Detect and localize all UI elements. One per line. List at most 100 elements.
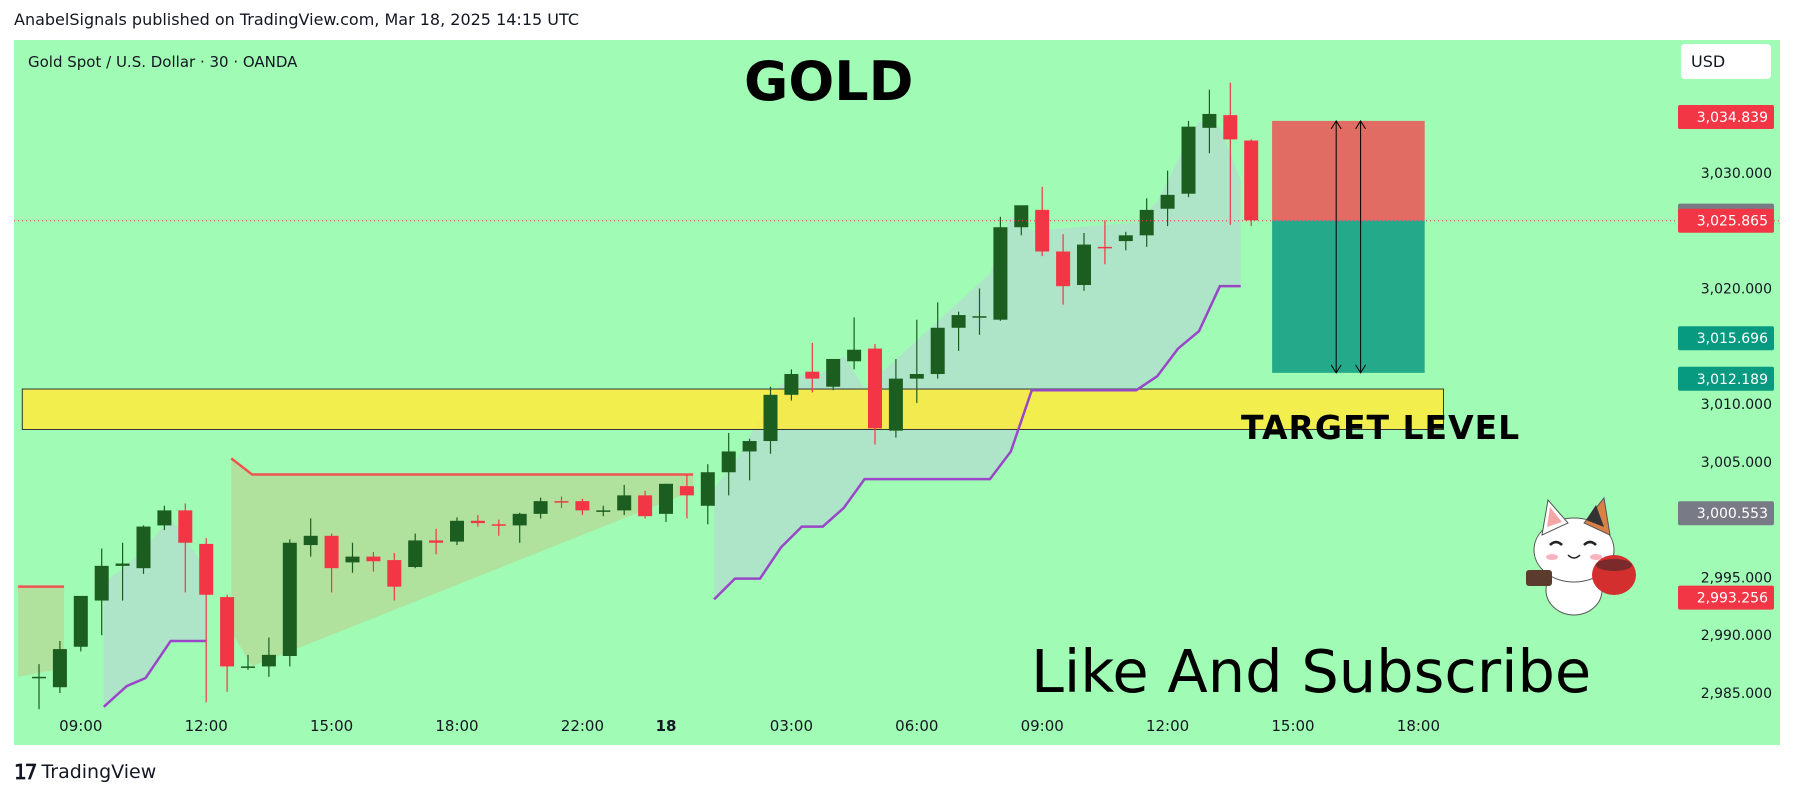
- time-tick-label: 12:00: [185, 717, 228, 735]
- candle: [1118, 231, 1133, 251]
- candle-body: [73, 595, 88, 647]
- time-tick-label: 09:00: [59, 717, 102, 735]
- candle: [951, 311, 966, 351]
- candle: [1097, 220, 1112, 265]
- candle: [679, 474, 694, 519]
- measure-arrow-head: [1355, 364, 1367, 374]
- price-badge: 2,993.256: [1678, 585, 1774, 610]
- candle-body: [345, 556, 360, 563]
- candle: [909, 319, 924, 403]
- candle: [512, 512, 527, 543]
- measure-arrow-head: [1330, 364, 1342, 374]
- candle: [303, 518, 318, 557]
- candle-body: [617, 495, 632, 511]
- candle: [178, 503, 193, 593]
- candle: [136, 525, 151, 574]
- time-tick-label: 03:00: [770, 717, 813, 735]
- candle-body: [1139, 209, 1154, 236]
- candle-body: [805, 371, 820, 379]
- candle: [659, 483, 673, 522]
- candle: [115, 542, 130, 601]
- candle-body: [972, 316, 987, 318]
- candle-body: [512, 513, 527, 526]
- candle-body: [261, 654, 276, 667]
- candle: [721, 432, 736, 496]
- candle: [868, 343, 882, 445]
- time-tick-label: 15:00: [1271, 717, 1314, 735]
- candle-body: [868, 348, 882, 429]
- candle: [157, 505, 172, 531]
- candle: [345, 542, 360, 573]
- candle-body: [659, 483, 673, 514]
- time-axis: 09:00 12:00 15:00 18:00 22:00 18 03:00 06:00 09:…: [59, 717, 1440, 735]
- candle-body: [638, 495, 653, 517]
- candle: [930, 302, 945, 379]
- candle-body: [1244, 140, 1259, 221]
- tradingview-logo-icon: 𝟣𝟩: [14, 760, 37, 784]
- candle-body: [136, 526, 151, 569]
- price-tick-label: 2,990.000: [1701, 628, 1772, 644]
- chart-area[interactable]: 3,030.000 3,020.000 3,010.000 3,005.000 2,99…: [14, 40, 1780, 745]
- candle-body: [324, 535, 339, 569]
- candle: [596, 505, 611, 517]
- candle-body: [930, 327, 945, 375]
- candle-body: [742, 441, 757, 452]
- candle-body: [1181, 126, 1196, 194]
- candle-body: [700, 472, 715, 506]
- candle: [1244, 139, 1259, 227]
- candle: [429, 528, 444, 555]
- candle: [324, 533, 339, 593]
- candle-body: [491, 524, 506, 526]
- indicator-line: [713, 284, 1241, 601]
- candle-body: [387, 560, 402, 587]
- price-tick-label: 2,995.000: [1701, 570, 1772, 586]
- candle-body: [408, 540, 423, 568]
- time-tick-label: 18:00: [1397, 717, 1440, 735]
- candle-body: [721, 451, 736, 473]
- candle: [1139, 198, 1154, 247]
- candle-body: [554, 501, 569, 503]
- candle-body: [94, 565, 109, 601]
- price-tick-label: 2,985.000: [1701, 686, 1772, 702]
- stop-loss-zone: [1272, 120, 1425, 221]
- currency-selector[interactable]: USD: [1681, 44, 1771, 79]
- price-badge: 3,034.839: [1678, 104, 1774, 129]
- candle: [470, 515, 485, 527]
- candle-body: [596, 510, 611, 512]
- time-tick-label: 18:00: [435, 717, 478, 735]
- footer-brand[interactable]: 𝟣𝟩 TradingView: [14, 760, 156, 784]
- price-badge-bg: [1678, 208, 1774, 233]
- target-zone: [21, 388, 1444, 430]
- like-subscribe-label: Like And Subscribe: [1031, 637, 1592, 706]
- price-badge-label: 3,034.839: [1697, 110, 1768, 126]
- position-tool-layer: [14, 119, 1780, 374]
- candle-body: [533, 501, 548, 514]
- candle: [763, 386, 778, 454]
- candle-body: [52, 649, 67, 688]
- price-tick-label: 3,030.000: [1701, 166, 1772, 182]
- candle-body: [303, 535, 318, 546]
- candle-body: [993, 227, 1008, 320]
- candle-body: [199, 543, 214, 595]
- time-tick-label: 12:00: [1146, 717, 1189, 735]
- candle: [73, 595, 88, 652]
- candle: [784, 369, 799, 401]
- candle-body: [32, 676, 46, 679]
- candle: [533, 497, 548, 519]
- time-tick-label: 09:00: [1021, 717, 1064, 735]
- indicator-fill: [18, 586, 65, 677]
- time-tick-label: 06:00: [895, 717, 938, 735]
- candle: [282, 539, 297, 667]
- candle-body: [1077, 244, 1091, 286]
- price-badge-label: 2,993.256: [1697, 591, 1768, 607]
- price-badge-bg: [1678, 366, 1774, 391]
- candle: [387, 553, 402, 601]
- candle-body: [575, 501, 590, 511]
- price-badge-label: 3,025.865: [1697, 214, 1768, 230]
- candle-body: [909, 374, 924, 379]
- candle-body: [763, 394, 778, 442]
- indicator-line-layer: [18, 284, 1241, 708]
- candlestick-chart[interactable]: 3,030.000 3,020.000 3,010.000 3,005.000 2,99…: [14, 40, 1780, 745]
- candle: [1223, 82, 1238, 225]
- price-badge: 3,015.696: [1678, 326, 1774, 351]
